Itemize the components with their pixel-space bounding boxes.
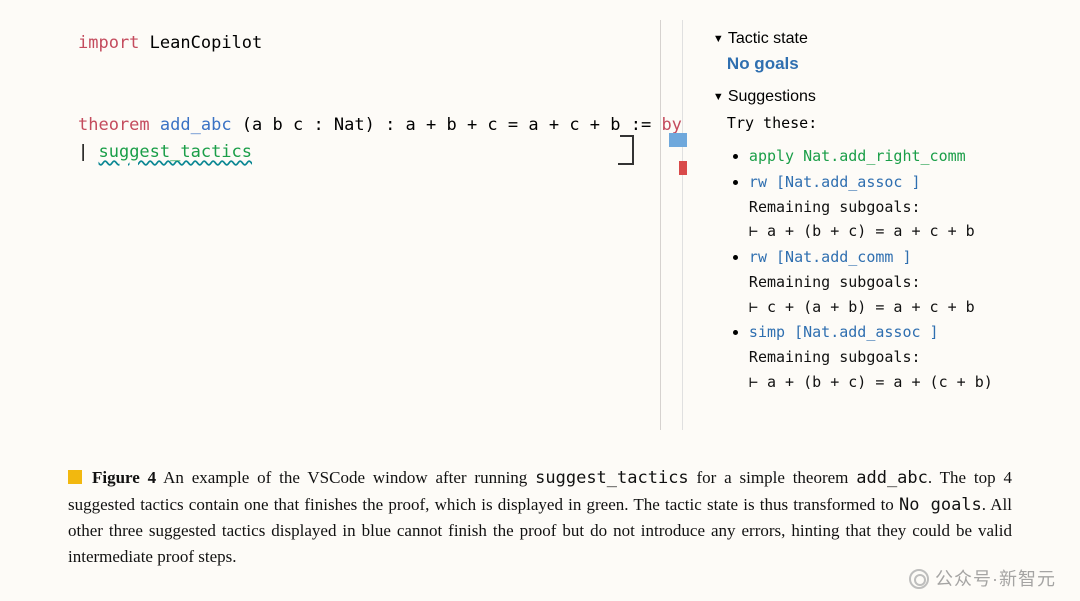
no-goals-text: No goals (727, 54, 1060, 74)
suggestion-code: rw [Nat.add_comm ] (749, 248, 912, 266)
vscode-window: import LeanCopilot theorem add_abc (a b … (0, 0, 1080, 430)
keyword-theorem: theorem (78, 115, 150, 135)
pane-divider (660, 20, 661, 430)
indent-pipe: | (78, 142, 98, 162)
caption-code: add_abc (856, 468, 928, 488)
figure-label: Figure 4 (92, 468, 156, 487)
try-these-label: Try these: (727, 114, 1060, 132)
module-name: LeanCopilot (150, 33, 263, 53)
caption-text: for a simple theorem (689, 468, 857, 487)
suggestion-item[interactable]: rw [Nat.add_comm ] Remaining subgoals: ⊢… (749, 245, 1060, 319)
caption-square-icon (68, 470, 82, 484)
suggestions-header[interactable]: ▼ Suggestions (713, 88, 1060, 106)
tactic-state-label: Tactic state (728, 30, 808, 48)
keyword-by: by (661, 115, 681, 135)
theorem-name: add_abc (160, 115, 232, 135)
theorem-signature: (a b c : Nat) : a + b + c = a + c + b := (232, 115, 662, 135)
code-line-blank (78, 57, 682, 84)
suggestion-code: simp [Nat.add_assoc ] (749, 323, 939, 341)
subgoal-text: ⊢ a + (b + c) = a + c + b (749, 219, 1060, 244)
cursor-bracket-icon (620, 135, 634, 155)
suggestion-code: apply Nat.add_right_comm (749, 147, 966, 165)
suggestion-code: rw [Nat.add_assoc ] (749, 173, 921, 191)
suggestions-list: apply Nat.add_right_comm rw [Nat.add_ass… (713, 144, 1060, 395)
caption-code: suggest_tactics (535, 468, 689, 488)
watermark-text: 公众号·新智元 (935, 569, 1056, 589)
figure-caption: Figure 4 An example of the VSCode window… (68, 465, 1012, 569)
editor-pane[interactable]: import LeanCopilot theorem add_abc (a b … (0, 20, 682, 430)
remaining-subgoals-label: Remaining subgoals: (749, 195, 1060, 220)
suggestion-item[interactable]: rw [Nat.add_assoc ] Remaining subgoals: … (749, 170, 1060, 244)
subgoal-text: ⊢ a + (b + c) = a + (c + b) (749, 370, 1060, 395)
chevron-down-icon: ▼ (713, 91, 724, 103)
gutter-info-marker[interactable] (669, 133, 687, 147)
code-line-4[interactable]: | suggest_tactics (78, 139, 682, 166)
tactic-state-header[interactable]: ▼ Tactic state (713, 30, 1060, 48)
caption-code: No goals (899, 495, 982, 515)
chevron-down-icon: ▼ (713, 33, 724, 45)
suggestion-item[interactable]: simp [Nat.add_assoc ] Remaining subgoals… (749, 320, 1060, 394)
infoview-pane: ▼ Tactic state No goals ▼ Suggestions Tr… (682, 20, 1080, 430)
code-line-1[interactable]: import LeanCopilot (78, 30, 682, 57)
suggestion-item[interactable]: apply Nat.add_right_comm (749, 144, 1060, 169)
watermark: 公众号·新智元 (909, 565, 1056, 591)
code-line-blank (78, 84, 682, 111)
caption-text: An example of the VSCode window after ru… (156, 468, 535, 487)
keyword-import: import (78, 33, 139, 53)
code-line-3[interactable]: theorem add_abc (a b c : Nat) : a + b + … (78, 112, 682, 139)
remaining-subgoals-label: Remaining subgoals: (749, 345, 1060, 370)
subgoal-text: ⊢ c + (a + b) = a + c + b (749, 295, 1060, 320)
tactic-suggest: suggest_tactics (98, 142, 252, 162)
gutter-error-marker[interactable] (679, 161, 687, 175)
remaining-subgoals-label: Remaining subgoals: (749, 270, 1060, 295)
suggestions-label: Suggestions (728, 88, 816, 106)
wechat-icon (909, 569, 929, 589)
